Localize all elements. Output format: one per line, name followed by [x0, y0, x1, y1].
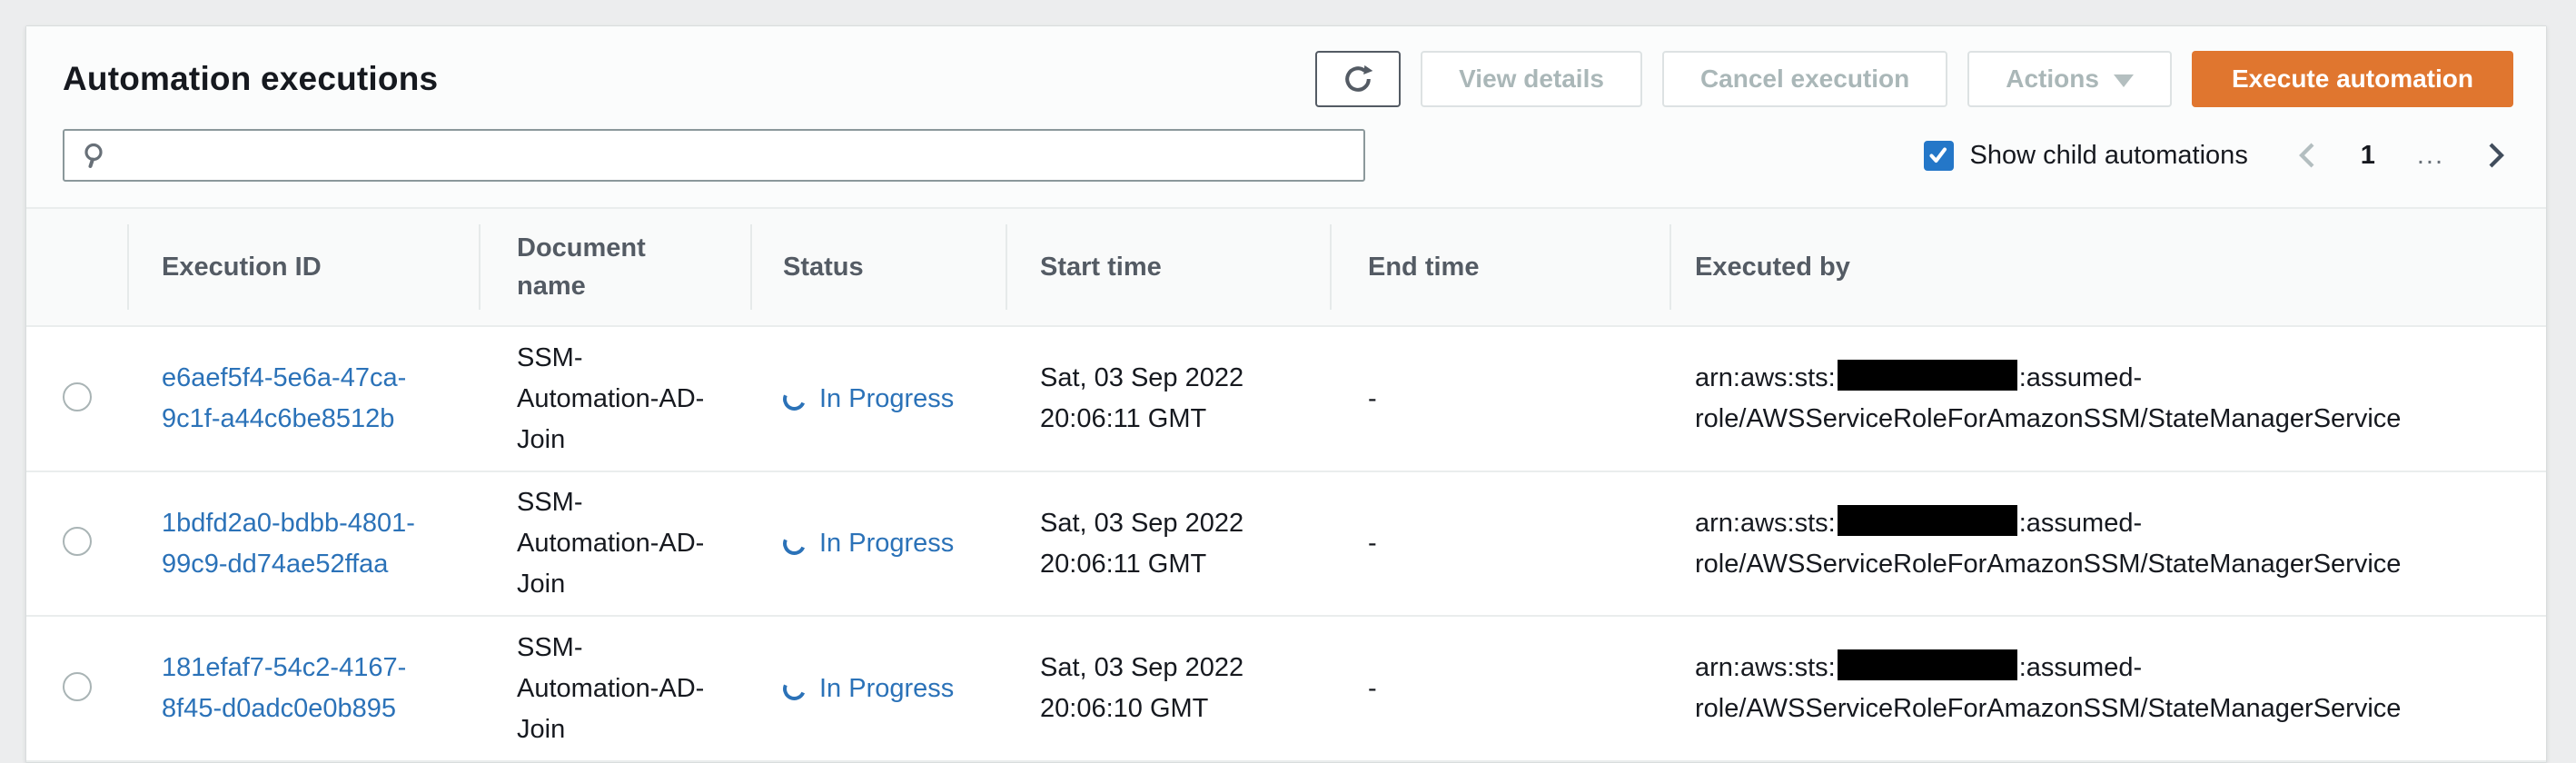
next-page-button[interactable] [2484, 140, 2508, 171]
view-details-button[interactable]: View details [1421, 51, 1642, 107]
row-select-radio[interactable] [63, 671, 92, 701]
table-row: e6aef5f4-5e6a-47ca-9c1f-a44c6be8512b SSM… [26, 327, 2546, 472]
column-header-executed-by: Executed by [1669, 209, 2546, 325]
executed-by-arn-mid: :assumed- [2018, 363, 2143, 393]
start-time: Sat, 03 Sep 2022 20:06:11 GMT [1040, 508, 1244, 579]
row-select-radio[interactable] [63, 382, 92, 411]
redacted-account-id-box [1837, 504, 2017, 536]
actions-dropdown-button[interactable]: Actions [1967, 51, 2172, 107]
current-page-number[interactable]: 1 [2360, 140, 2375, 170]
pagination-ellipsis: ... [2416, 140, 2444, 170]
status-label: In Progress [819, 673, 955, 703]
pagination: 1 ... [2295, 140, 2508, 171]
refresh-button[interactable] [1315, 51, 1402, 107]
automation-executions-panel: Automation executions View details Cance… [25, 25, 2547, 763]
checkmark-icon [1927, 144, 1949, 166]
column-header-label: Status [783, 253, 864, 282]
executed-by: arn:aws:sts: :assumed-role/AWSServiceRole… [1669, 503, 2546, 585]
executed-by-arn-prefix: arn:aws:sts: [1695, 653, 1836, 683]
column-header-status: Status [750, 209, 1006, 325]
chevron-right-icon [2484, 140, 2508, 171]
execution-id-link[interactable]: e6aef5f4-5e6a-47ca-9c1f-a44c6be8512b [162, 363, 407, 434]
status-badge: In Progress [779, 669, 982, 709]
search-box [63, 129, 1365, 182]
in-progress-spinner-icon [779, 673, 809, 704]
row-select-radio[interactable] [63, 527, 92, 557]
show-child-automations-checkbox[interactable] [1923, 140, 1954, 171]
executed-by-arn-suffix: role/AWSServiceRoleForAmazonSSM/StateMan… [1695, 404, 2402, 434]
document-name: SSM-Automation-AD-Join [517, 342, 705, 454]
show-child-automations-toggle: Show child automations [1923, 140, 2248, 171]
actions-button-label: Actions [2006, 64, 2099, 93]
in-progress-spinner-icon [779, 383, 809, 414]
column-header-start-time: Start time [1006, 209, 1330, 325]
previous-page-button[interactable] [2295, 140, 2319, 171]
column-header-document-name: Document name [479, 209, 750, 325]
show-child-automations-label: Show child automations [1969, 140, 2248, 170]
page-title: Automation executions [63, 60, 439, 97]
column-header-execution-id: Execution ID [127, 209, 479, 325]
select-column-header [26, 209, 127, 325]
redacted-account-id-box [1837, 649, 2017, 681]
redacted-account-id-box [1837, 360, 2017, 391]
executed-by-arn-mid: :assumed- [2018, 653, 2143, 683]
status-badge: In Progress [779, 379, 982, 420]
document-name: SSM-Automation-AD-Join [517, 488, 705, 600]
executed-by-arn-mid: :assumed- [2018, 508, 2143, 538]
refresh-icon [1342, 63, 1374, 95]
search-input[interactable] [123, 139, 1347, 172]
end-time: - [1368, 673, 1377, 703]
execute-automation-button[interactable]: Execute automation [2191, 51, 2513, 107]
in-progress-spinner-icon [779, 529, 809, 559]
column-header-end-time: End time [1330, 209, 1669, 325]
execution-id-link[interactable]: 1bdfd2a0-bdbb-4801-99c9-dd74ae52ffaa [162, 508, 415, 579]
caret-down-icon [2113, 74, 2134, 87]
executed-by: arn:aws:sts: :assumed-role/AWSServiceRole… [1669, 648, 2546, 729]
executed-by-arn-suffix: role/AWSServiceRoleForAmazonSSM/StateMan… [1695, 549, 2402, 579]
end-time: - [1368, 383, 1377, 413]
panel-header: Automation executions View details Cance… [26, 26, 2546, 209]
table-row: 181efaf7-54c2-4167-8f45-d0adc0e0b895 SSM… [26, 617, 2546, 762]
executed-by-arn-suffix: role/AWSServiceRoleForAmazonSSM/StateMan… [1695, 694, 2402, 724]
search-icon [81, 141, 110, 170]
column-header-label: Start time [1040, 253, 1162, 282]
column-header-label: End time [1368, 253, 1480, 282]
column-header-label: Execution ID [162, 253, 322, 282]
executed-by-arn-prefix: arn:aws:sts: [1695, 508, 1836, 538]
status-badge: In Progress [779, 523, 982, 564]
toolbar: View details Cancel execution Actions Ex… [1315, 51, 2513, 107]
column-header-label: Executed by [1695, 253, 1850, 282]
cancel-execution-button[interactable]: Cancel execution [1661, 51, 1948, 107]
table-header-row: Execution ID Document name Status Start … [26, 209, 2546, 328]
column-header-label: Document name [517, 233, 646, 302]
execution-id-link[interactable]: 181efaf7-54c2-4167-8f45-d0adc0e0b895 [162, 653, 407, 724]
status-label: In Progress [819, 529, 955, 559]
executed-by-arn-prefix: arn:aws:sts: [1695, 363, 1836, 393]
document-name: SSM-Automation-AD-Join [517, 632, 705, 744]
status-label: In Progress [819, 383, 955, 413]
chevron-left-icon [2295, 140, 2319, 171]
start-time: Sat, 03 Sep 2022 20:06:10 GMT [1040, 653, 1244, 724]
table-row: 1bdfd2a0-bdbb-4801-99c9-dd74ae52ffaa SSM… [26, 471, 2546, 618]
executed-by: arn:aws:sts: :assumed-role/AWSServiceRole… [1669, 358, 2546, 440]
start-time: Sat, 03 Sep 2022 20:06:11 GMT [1040, 363, 1244, 434]
end-time: - [1368, 529, 1377, 559]
